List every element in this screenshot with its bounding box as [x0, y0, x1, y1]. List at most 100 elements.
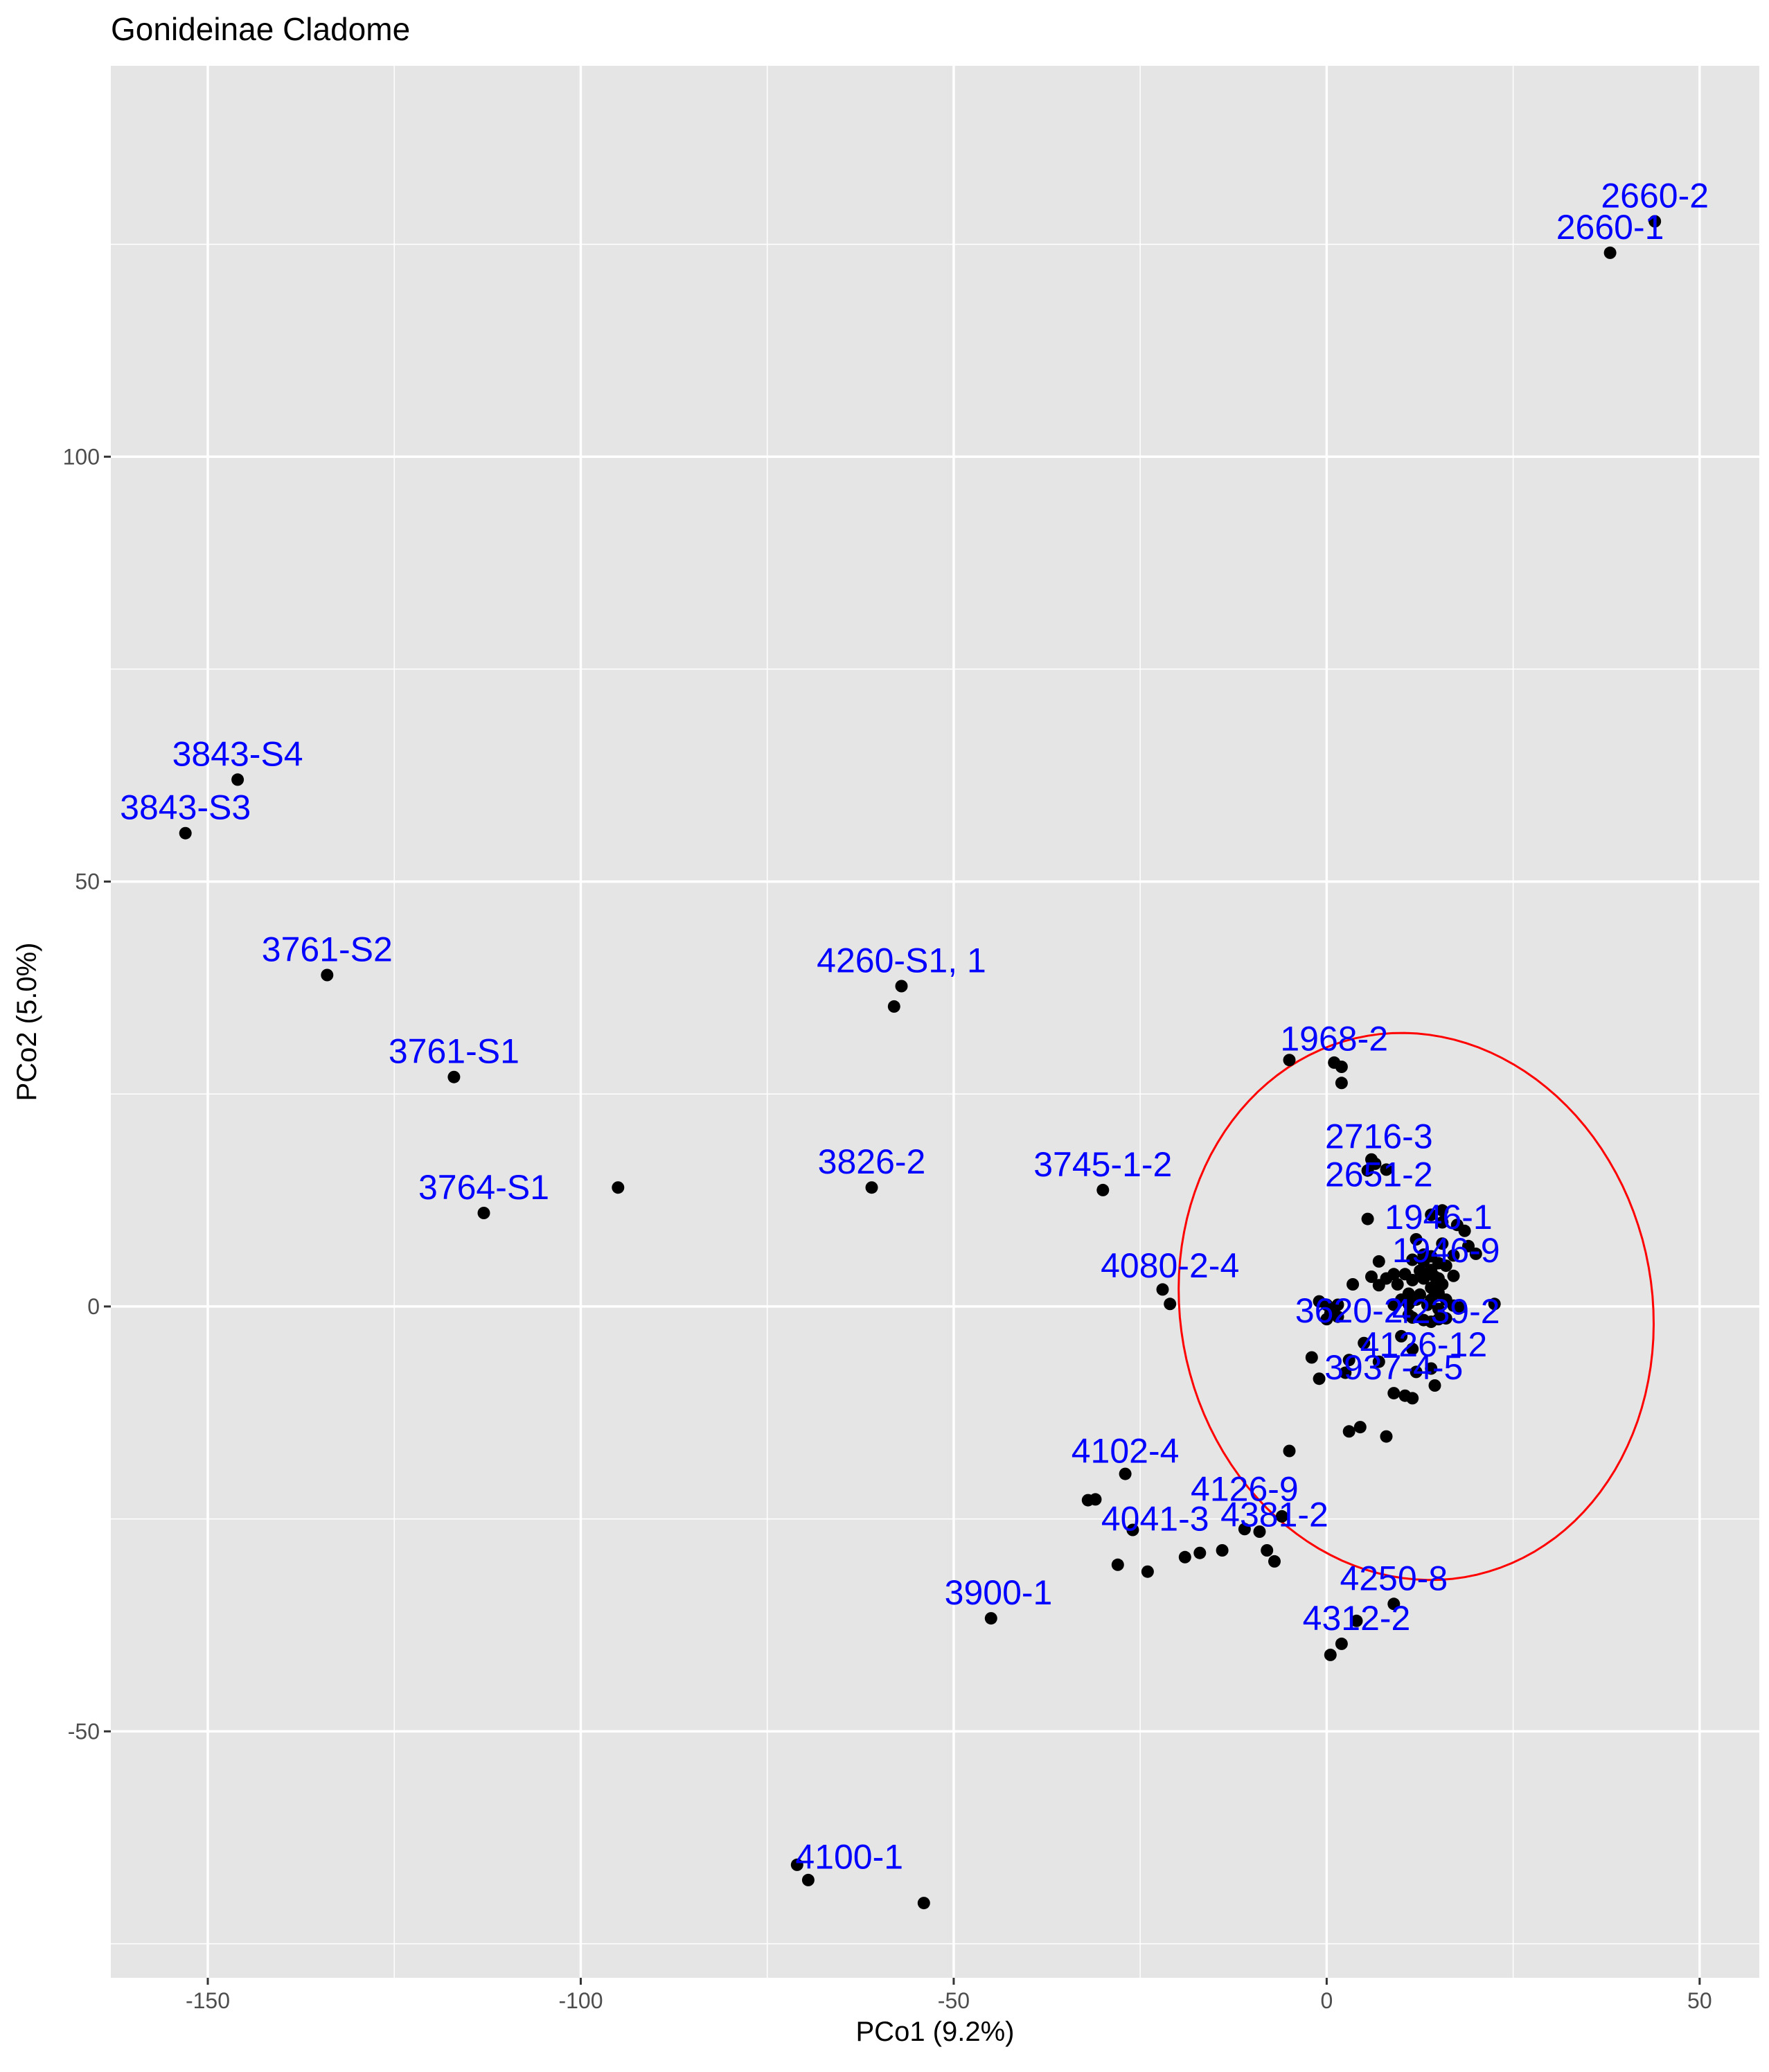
x-tick-label: -150 — [186, 1988, 230, 2013]
data-point — [1253, 1525, 1266, 1538]
data-point — [1268, 1555, 1281, 1568]
data-point — [1178, 1550, 1191, 1564]
point-label: 1968-2 — [1280, 1019, 1388, 1058]
data-point — [865, 1181, 878, 1194]
point-label: 4381-2 — [1220, 1495, 1328, 1534]
point-label: 3620-2 — [1295, 1291, 1403, 1330]
y-axis-title: PCo2 (5.0%) — [12, 943, 42, 1101]
point-label: 3900-1 — [945, 1573, 1053, 1612]
data-point — [179, 826, 192, 840]
data-point — [1406, 1253, 1419, 1266]
data-point — [1387, 1597, 1401, 1611]
data-point — [1126, 1523, 1139, 1537]
data-point — [1119, 1467, 1132, 1480]
point-label: 4100-1 — [795, 1838, 903, 1877]
point-label: 3764-S1 — [418, 1168, 549, 1207]
data-point — [1283, 1054, 1296, 1067]
point-label: 4126-12 — [1360, 1325, 1488, 1364]
data-point — [1361, 1164, 1374, 1177]
data-point — [1342, 1425, 1355, 1438]
y-tick-label: 100 — [63, 444, 100, 469]
data-point — [1428, 1379, 1441, 1392]
point-label: 3843-S4 — [172, 734, 303, 773]
data-point — [447, 1070, 461, 1083]
point-label: 2660-1 — [1556, 208, 1664, 247]
panel-background — [111, 66, 1759, 1978]
data-point — [1387, 1387, 1401, 1400]
data-point — [1283, 1444, 1296, 1458]
data-point — [1425, 1208, 1438, 1221]
data-point — [1081, 1494, 1094, 1507]
point-label: 3937-4-5 — [1324, 1348, 1463, 1387]
data-point — [1469, 1247, 1482, 1260]
data-point — [1372, 1255, 1385, 1268]
point-label: 4080-2-4 — [1101, 1246, 1239, 1285]
data-point — [1462, 1239, 1475, 1252]
point-label: 3745-1-2 — [1033, 1145, 1172, 1184]
data-point — [1335, 1061, 1348, 1073]
data-point — [1380, 1163, 1393, 1176]
y-tick-label: 0 — [87, 1294, 100, 1319]
data-point — [1406, 1311, 1419, 1324]
data-point — [231, 773, 245, 786]
data-point — [917, 1897, 930, 1910]
data-point — [612, 1181, 625, 1194]
data-point — [1193, 1546, 1207, 1559]
data-point — [477, 1207, 490, 1219]
x-axis-title: PCo1 (9.2%) — [856, 2017, 1015, 2047]
data-point — [1324, 1648, 1337, 1661]
data-point — [1406, 1273, 1419, 1286]
data-points — [179, 215, 1662, 1910]
data-point — [1361, 1212, 1374, 1225]
data-point — [1164, 1298, 1177, 1311]
point-label: 4041-3 — [1101, 1499, 1209, 1538]
point-label: 2651-2 — [1325, 1155, 1433, 1194]
x-tick-label: 50 — [1687, 1988, 1712, 2013]
data-point — [1216, 1544, 1229, 1557]
data-point — [1488, 1298, 1501, 1311]
point-label: 3761-S1 — [389, 1032, 519, 1071]
point-label: 3761-S2 — [262, 930, 393, 969]
data-point — [1648, 215, 1662, 228]
data-point — [801, 1873, 815, 1886]
data-point — [1380, 1430, 1393, 1443]
confidence-ellipse — [1177, 1031, 1655, 1582]
chart-title: Gonideinae Cladome — [111, 11, 410, 47]
data-point — [1372, 1355, 1385, 1368]
data-point — [1365, 1270, 1378, 1283]
data-point — [1096, 1183, 1110, 1196]
data-point — [1439, 1259, 1452, 1273]
data-point — [1387, 1268, 1401, 1281]
data-point — [1417, 1272, 1430, 1285]
data-point — [984, 1612, 997, 1625]
x-tick-label: -100 — [558, 1988, 603, 2013]
data-point — [1436, 1278, 1449, 1291]
point-label: 4102-4 — [1072, 1431, 1180, 1470]
data-point — [1455, 1301, 1468, 1314]
data-point — [895, 980, 908, 993]
data-point — [1331, 1298, 1344, 1311]
x-axis-ticks: -150 -100 -50 0 50 — [186, 1978, 1712, 2013]
point-label: 3843-S3 — [120, 788, 251, 827]
data-point — [1350, 1614, 1363, 1627]
point-label: 4126-9 — [1191, 1470, 1299, 1509]
point-label: 4312-2 — [1303, 1599, 1411, 1638]
data-point — [1156, 1283, 1169, 1296]
y-tick-label: -50 — [68, 1719, 100, 1744]
x-tick-label: -50 — [938, 1988, 970, 2013]
data-point — [1391, 1278, 1404, 1291]
data-point — [1395, 1329, 1408, 1343]
data-point — [1353, 1421, 1367, 1434]
data-point — [321, 968, 334, 982]
data-point — [1447, 1269, 1460, 1282]
point-label: 4260-S1, 1 — [817, 941, 986, 980]
data-point — [1335, 1637, 1348, 1650]
point-label: 2660-2 — [1601, 177, 1709, 215]
data-point — [1261, 1544, 1274, 1557]
data-point — [1406, 1392, 1419, 1405]
data-point — [1358, 1336, 1371, 1349]
grid-minor — [111, 66, 1759, 1978]
data-point — [1436, 1216, 1449, 1229]
